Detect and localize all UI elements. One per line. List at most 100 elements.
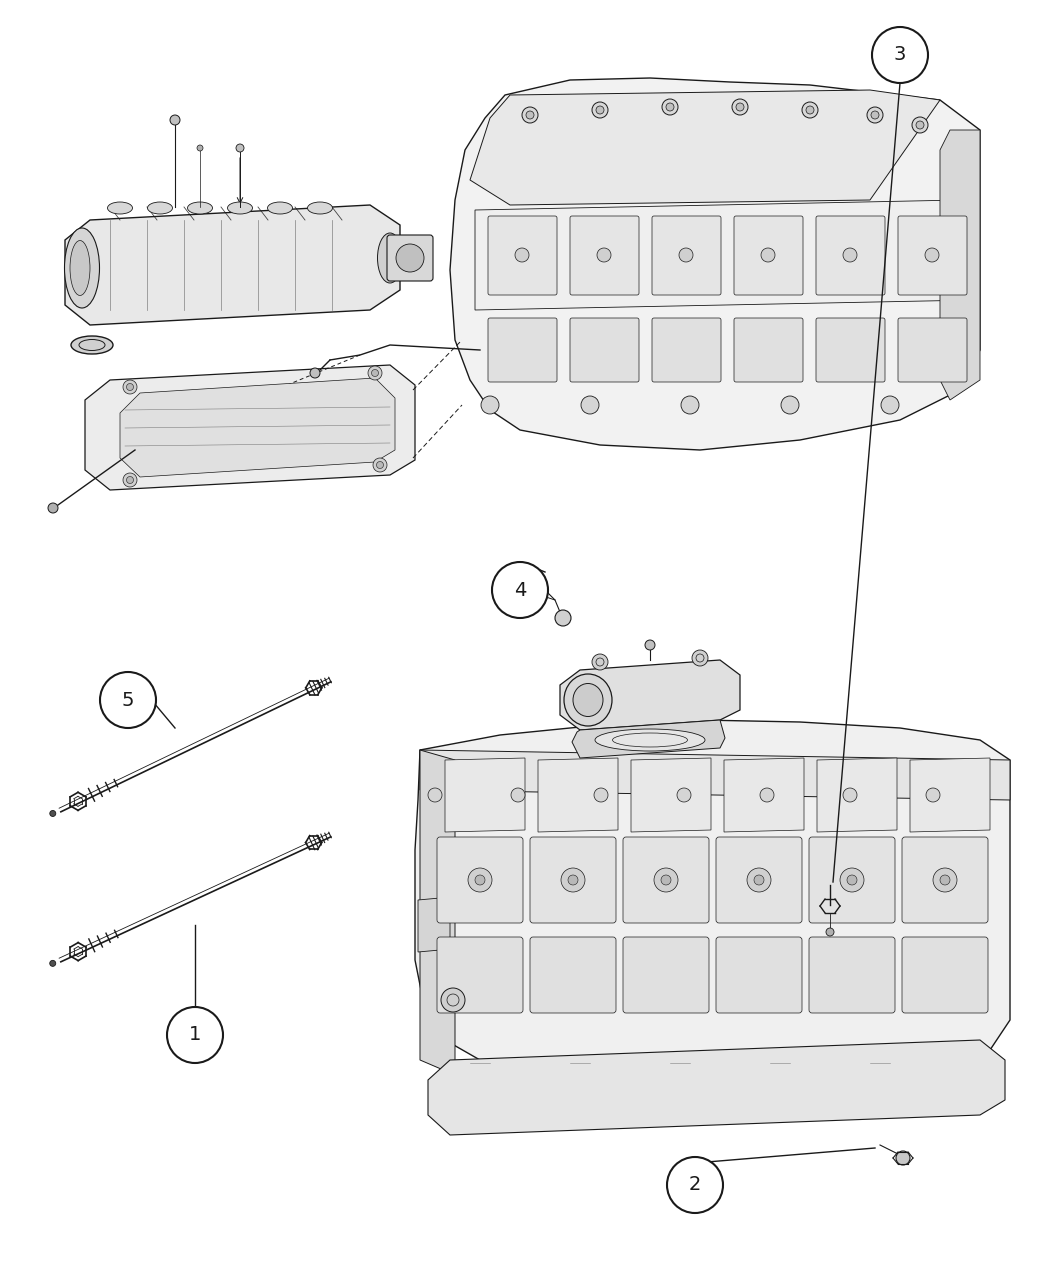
FancyBboxPatch shape bbox=[437, 937, 523, 1014]
Circle shape bbox=[555, 609, 571, 626]
Circle shape bbox=[441, 988, 465, 1012]
Ellipse shape bbox=[228, 201, 252, 214]
Circle shape bbox=[377, 462, 383, 468]
Circle shape bbox=[428, 788, 442, 802]
Circle shape bbox=[167, 1007, 223, 1063]
Circle shape bbox=[847, 875, 857, 885]
Polygon shape bbox=[560, 660, 740, 731]
Ellipse shape bbox=[70, 241, 90, 296]
Polygon shape bbox=[420, 750, 1010, 799]
Circle shape bbox=[581, 397, 598, 414]
FancyBboxPatch shape bbox=[734, 317, 803, 382]
FancyBboxPatch shape bbox=[716, 937, 802, 1014]
Circle shape bbox=[679, 249, 693, 261]
Circle shape bbox=[843, 788, 857, 802]
Polygon shape bbox=[85, 365, 415, 490]
Circle shape bbox=[692, 650, 708, 666]
Circle shape bbox=[594, 788, 608, 802]
Circle shape bbox=[662, 875, 671, 885]
FancyBboxPatch shape bbox=[902, 836, 988, 923]
Circle shape bbox=[481, 397, 499, 414]
Ellipse shape bbox=[595, 729, 705, 751]
Circle shape bbox=[662, 99, 678, 115]
Circle shape bbox=[872, 27, 928, 83]
Circle shape bbox=[867, 107, 883, 122]
FancyBboxPatch shape bbox=[488, 215, 556, 295]
FancyBboxPatch shape bbox=[734, 215, 803, 295]
Circle shape bbox=[511, 788, 525, 802]
Circle shape bbox=[592, 102, 608, 119]
Polygon shape bbox=[415, 720, 1010, 1090]
Polygon shape bbox=[65, 205, 400, 325]
Circle shape bbox=[666, 103, 674, 111]
Text: 4: 4 bbox=[513, 580, 526, 599]
Circle shape bbox=[926, 788, 940, 802]
Circle shape bbox=[654, 868, 678, 892]
FancyBboxPatch shape bbox=[488, 317, 556, 382]
Polygon shape bbox=[572, 720, 724, 759]
Circle shape bbox=[806, 106, 814, 113]
FancyBboxPatch shape bbox=[652, 215, 721, 295]
Polygon shape bbox=[470, 91, 940, 205]
Polygon shape bbox=[428, 1040, 1005, 1135]
Circle shape bbox=[396, 244, 424, 272]
Circle shape bbox=[940, 875, 950, 885]
Circle shape bbox=[468, 868, 492, 892]
FancyBboxPatch shape bbox=[902, 937, 988, 1014]
Polygon shape bbox=[450, 78, 980, 450]
Circle shape bbox=[872, 111, 879, 119]
Text: 5: 5 bbox=[122, 691, 134, 709]
Text: 3: 3 bbox=[894, 46, 906, 65]
Circle shape bbox=[843, 249, 857, 261]
Ellipse shape bbox=[188, 201, 212, 214]
FancyBboxPatch shape bbox=[808, 937, 895, 1014]
Circle shape bbox=[236, 144, 244, 152]
Circle shape bbox=[597, 249, 611, 261]
Polygon shape bbox=[910, 759, 990, 833]
Circle shape bbox=[645, 640, 655, 650]
Polygon shape bbox=[418, 898, 450, 952]
Circle shape bbox=[508, 583, 516, 592]
Circle shape bbox=[310, 368, 320, 377]
Circle shape bbox=[896, 1151, 910, 1165]
Ellipse shape bbox=[71, 337, 113, 354]
Circle shape bbox=[732, 99, 748, 115]
Circle shape bbox=[49, 811, 56, 816]
Circle shape bbox=[126, 384, 133, 390]
FancyBboxPatch shape bbox=[816, 317, 885, 382]
Ellipse shape bbox=[147, 201, 172, 214]
Circle shape bbox=[100, 672, 156, 728]
Circle shape bbox=[170, 115, 180, 125]
FancyBboxPatch shape bbox=[570, 317, 639, 382]
Polygon shape bbox=[724, 759, 804, 833]
Ellipse shape bbox=[107, 201, 132, 214]
Ellipse shape bbox=[268, 201, 293, 214]
Ellipse shape bbox=[573, 683, 603, 717]
Circle shape bbox=[754, 875, 764, 885]
Circle shape bbox=[568, 875, 578, 885]
Ellipse shape bbox=[308, 201, 333, 214]
Circle shape bbox=[677, 788, 691, 802]
Circle shape bbox=[840, 868, 864, 892]
FancyBboxPatch shape bbox=[898, 215, 967, 295]
FancyBboxPatch shape bbox=[387, 235, 433, 280]
Circle shape bbox=[492, 562, 548, 618]
Circle shape bbox=[912, 117, 928, 133]
Circle shape bbox=[123, 473, 136, 487]
Circle shape bbox=[881, 397, 899, 414]
Text: 2: 2 bbox=[689, 1176, 701, 1195]
Circle shape bbox=[916, 121, 924, 129]
Circle shape bbox=[514, 249, 529, 261]
Circle shape bbox=[760, 788, 774, 802]
Circle shape bbox=[781, 397, 799, 414]
Circle shape bbox=[592, 654, 608, 669]
Polygon shape bbox=[475, 200, 975, 310]
FancyBboxPatch shape bbox=[816, 215, 885, 295]
Circle shape bbox=[48, 504, 58, 513]
FancyBboxPatch shape bbox=[898, 317, 967, 382]
Polygon shape bbox=[420, 750, 455, 1075]
Ellipse shape bbox=[564, 674, 612, 725]
Circle shape bbox=[123, 380, 136, 394]
FancyBboxPatch shape bbox=[623, 937, 709, 1014]
FancyBboxPatch shape bbox=[652, 317, 721, 382]
